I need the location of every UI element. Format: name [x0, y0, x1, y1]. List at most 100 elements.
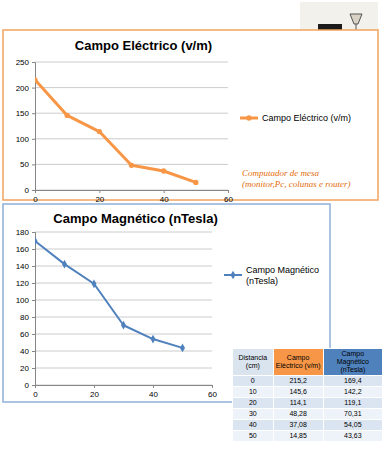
data-point [150, 335, 155, 344]
x-tick: 40 [160, 190, 169, 204]
table-header-cell: Campo Magnético (nTesla) [323, 349, 382, 376]
table-row: 5014,8543,63 [233, 431, 383, 442]
y-tick-label: 80 [20, 313, 29, 322]
data-point [91, 279, 96, 288]
x-tick: 20 [95, 190, 104, 204]
grid-line [35, 368, 212, 369]
y-tick: 60 [20, 330, 35, 339]
x-tick-mark [212, 385, 213, 388]
y-tick-label: 250 [16, 58, 30, 67]
x-tick-mark [153, 385, 154, 388]
grid-line [35, 266, 212, 267]
x-tick-label: 40 [149, 390, 158, 399]
data-point [62, 260, 67, 269]
y-tick: 100 [16, 296, 35, 305]
grid-line [35, 62, 228, 63]
data-point [129, 163, 134, 168]
legend: Campo Magnético(nTesla) [224, 265, 319, 286]
table-cell: 70,31 [323, 409, 382, 420]
data-point [35, 77, 38, 82]
table-cell: 142,2 [323, 387, 382, 398]
x-tick-label: 0 [33, 195, 38, 204]
annotation: Computador de mesa [242, 168, 319, 178]
x-tick-mark [35, 385, 36, 388]
y-tick-mark [32, 88, 35, 89]
table-row: 3048,2870,31 [233, 409, 383, 420]
y-tick-mark [32, 62, 35, 63]
chart-title: Campo Eléctrico (v/m) [75, 38, 212, 53]
grid-line [35, 232, 212, 233]
y-tick-mark [32, 113, 35, 114]
table-cell: 114,1 [273, 398, 323, 409]
y-tick-label: 40 [20, 347, 29, 356]
table-cell: 50 [233, 431, 274, 442]
x-tick-label: 60 [208, 390, 217, 399]
y-tick-mark [32, 300, 35, 301]
panel-frame [3, 30, 378, 200]
data-point [193, 180, 198, 185]
legend-marker [246, 115, 251, 120]
x-tick-mark [35, 190, 36, 193]
y-tick: 150 [16, 109, 35, 118]
y-tick: 250 [16, 58, 35, 67]
y-tick-label: 60 [20, 330, 29, 339]
y-axis-line [32, 233, 36, 386]
x-axis-line [36, 386, 213, 389]
x-tick: 40 [149, 385, 158, 399]
data-point [161, 168, 166, 173]
y-tick: 40 [20, 347, 35, 356]
y-tick: 160 [16, 245, 35, 254]
y-tick-mark [32, 317, 35, 318]
data-point [65, 113, 70, 118]
plot-area [35, 77, 198, 185]
grid [35, 232, 212, 385]
x-tick-label: 60 [224, 195, 233, 204]
y-tick: 120 [16, 279, 35, 288]
y-tick-label: 100 [16, 135, 30, 144]
x-tick-label: 0 [33, 390, 38, 399]
annotation: (monitor,Pc, colunas e router) [242, 179, 350, 189]
x-tick-label: 20 [90, 390, 99, 399]
table-header-cell: Campo Eléctrico (v/m) [273, 349, 323, 376]
x-tick-label: 20 [95, 195, 104, 204]
grid-line [35, 283, 212, 284]
y-axis: 050100150200250 [16, 58, 36, 195]
y-tick-label: 50 [20, 160, 29, 169]
y-tick-label: 20 [20, 364, 29, 373]
legend-label: Campo Eléctrico (v/m) [262, 113, 351, 123]
chart: Campo Eléctrico (v/m) 0 50 100 150 200 250 0 20 4… [3, 30, 378, 204]
table-cell: 145,6 [273, 387, 323, 398]
y-tick: 80 [20, 313, 35, 322]
grid-line [35, 317, 212, 318]
data-table: Distancia (cm)Campo Eléctrico (v/m)Campo… [232, 348, 383, 442]
grid [35, 62, 228, 190]
x-tick: 60 [208, 385, 217, 399]
x-axis: 0 20 40 60 [33, 190, 233, 204]
x-tick: 60 [224, 190, 233, 204]
table-cell: 119,1 [323, 398, 382, 409]
x-tick-mark [164, 190, 165, 193]
table-cell: 0 [233, 376, 274, 387]
y-tick-mark [32, 266, 35, 267]
table-cell: 20 [233, 398, 274, 409]
legend: Campo Eléctrico (v/m) [240, 113, 351, 123]
table-cell: 169,4 [323, 376, 382, 387]
y-axis-line [32, 63, 36, 191]
grid-line [35, 351, 212, 352]
table-cell: 48,28 [273, 409, 323, 420]
y-tick-mark [32, 190, 35, 191]
y-tick-label: 200 [16, 84, 30, 93]
table-cell: 30 [233, 409, 274, 420]
y-tick-label: 160 [16, 245, 30, 254]
table-header-cell: Distancia (cm) [233, 349, 274, 376]
y-tick-mark [32, 164, 35, 165]
y-tick-mark [32, 385, 35, 386]
y-tick-label: 140 [16, 262, 30, 271]
y-tick-label: 100 [16, 296, 30, 305]
grid-line [35, 249, 212, 250]
table-cell: 14,85 [273, 431, 323, 442]
table-row: 20114,1119,1 [233, 398, 383, 409]
x-tick: 20 [90, 385, 99, 399]
table-cell: 10 [233, 387, 274, 398]
legend-marker [230, 271, 235, 280]
